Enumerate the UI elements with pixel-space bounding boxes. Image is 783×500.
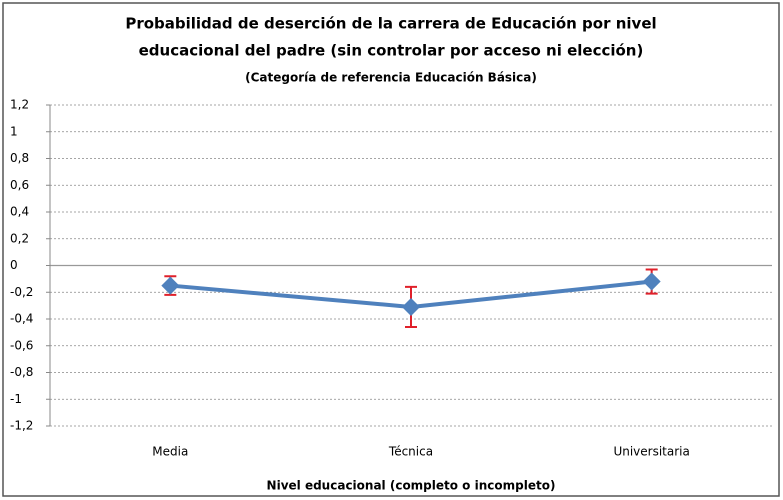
x-tick-label: Universitaria bbox=[613, 445, 689, 459]
x-tick-label: Técnica bbox=[388, 445, 433, 459]
y-tick-label: -0,4 bbox=[10, 312, 33, 326]
y-tick-label: 0 bbox=[10, 258, 18, 272]
y-tick-label: -0,8 bbox=[10, 365, 33, 379]
chart-subtitle: (Categoría de referencia Educación Básic… bbox=[245, 71, 537, 85]
y-tick-label: 1 bbox=[10, 124, 18, 138]
y-tick-label: -0,2 bbox=[10, 285, 33, 299]
y-tick-label: 0,6 bbox=[10, 178, 29, 192]
data-point bbox=[402, 297, 420, 316]
y-tick-label: -0,6 bbox=[10, 338, 33, 352]
x-tick-label: Media bbox=[152, 445, 188, 459]
y-tick-label: -1,2 bbox=[10, 419, 33, 433]
chart-title: educacional del padre (sin controlar por… bbox=[139, 42, 644, 60]
data-point bbox=[642, 272, 661, 291]
y-tick-label: -1 bbox=[10, 392, 22, 406]
y-tick-label: 0,4 bbox=[10, 205, 29, 219]
y-tick-label: 1,2 bbox=[10, 98, 29, 112]
y-tick-label: 0,2 bbox=[10, 231, 29, 245]
y-tick-label: 0,8 bbox=[10, 151, 29, 165]
data-point bbox=[161, 276, 180, 295]
chart-title: Probabilidad de deserción de la carrera … bbox=[125, 15, 656, 33]
x-axis-label: Nivel educacional (completo o incompleto… bbox=[267, 479, 556, 493]
